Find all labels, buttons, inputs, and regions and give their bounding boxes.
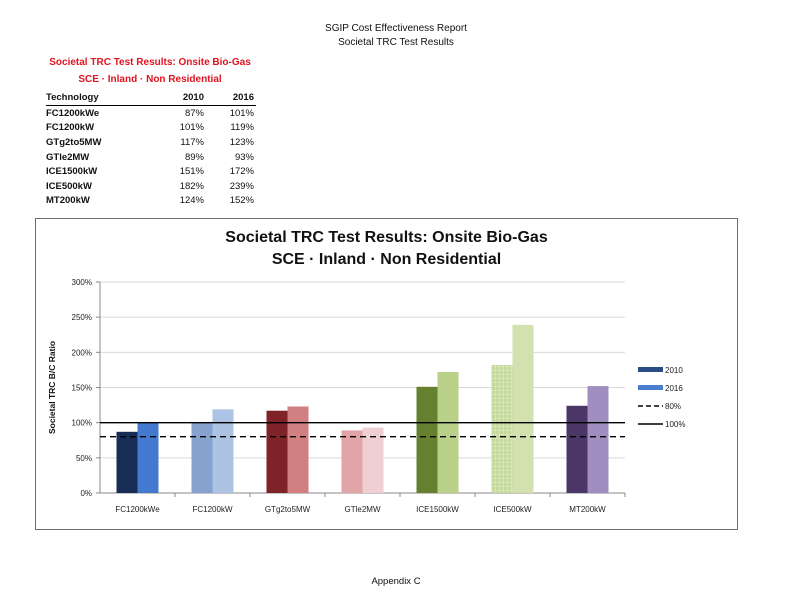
table-row: FC1200kW 101% 119% bbox=[46, 121, 256, 136]
value-2016-cell: 152% bbox=[229, 195, 254, 207]
bar-2010-ICE1500kW bbox=[416, 386, 438, 493]
chart-subtitle: SCE · Inland · Non Residential bbox=[271, 251, 502, 268]
x-category-label: FC1200kW bbox=[192, 505, 232, 514]
table-row: GTle2MW 89% 93% bbox=[46, 150, 256, 165]
col-2010: 2010 bbox=[156, 91, 206, 106]
value-2016-cell: 172% bbox=[229, 166, 254, 178]
legend-label: 80% bbox=[665, 402, 681, 411]
chart-title: Societal TRC Test Results: Onsite Bio-Ga… bbox=[225, 229, 548, 246]
value-2010-cell: 182% bbox=[179, 180, 204, 192]
y-tick-label: 50% bbox=[76, 454, 92, 463]
technology-cell: GTg2to5MW bbox=[46, 136, 102, 148]
table-row: MT200kW 124% 152% bbox=[46, 194, 256, 209]
table-header-row: Technology 2010 2016 bbox=[46, 91, 256, 106]
x-category-label: FC1200kWe bbox=[115, 505, 160, 514]
col-technology: Technology bbox=[46, 91, 156, 106]
bar-2010-MT200kW bbox=[566, 405, 588, 493]
x-category-label: GTg2to5MW bbox=[265, 505, 311, 514]
technology-cell: FC1200kWe bbox=[46, 107, 100, 119]
y-tick-label: 250% bbox=[72, 313, 92, 322]
legend-label: 2010 bbox=[665, 366, 683, 375]
x-category-label: ICE500kW bbox=[493, 505, 532, 514]
value-2010-cell: 117% bbox=[180, 136, 204, 148]
table-subtitle: SCE · Inland · Non Residential bbox=[78, 74, 222, 85]
bar-2016-GTle2MW bbox=[362, 427, 384, 493]
report-subtitle: Societal TRC Test Results bbox=[338, 37, 454, 48]
legend-swatch-2016 bbox=[638, 385, 663, 390]
value-2010-cell: 124% bbox=[179, 195, 204, 207]
value-2010-cell: 101% bbox=[179, 122, 204, 134]
y-tick-label: 100% bbox=[72, 419, 92, 428]
value-2016-cell: 119% bbox=[230, 122, 254, 134]
bar-2016-ICE1500kW bbox=[437, 372, 459, 493]
y-tick-label: 0% bbox=[80, 489, 92, 498]
col-2016: 2016 bbox=[206, 91, 256, 106]
bar-2010-ICE500kW bbox=[491, 364, 513, 493]
bar-2010-GTg2to5MW bbox=[266, 410, 288, 493]
value-2010-cell: 87% bbox=[184, 107, 204, 119]
value-2016-cell: 93% bbox=[234, 151, 254, 163]
table-row: ICE500kW 182% 239% bbox=[46, 179, 256, 194]
bar-2010-FC1200kW bbox=[191, 421, 213, 493]
table-row: FC1200kWe 87% 101% bbox=[46, 106, 256, 121]
chart-container: Societal TRC Test Results: Onsite Bio-Ga… bbox=[35, 218, 738, 530]
table-title: Societal TRC Test Results: Onsite Bio-Ga… bbox=[49, 57, 251, 68]
technology-cell: ICE500kW bbox=[46, 180, 92, 192]
bar-2016-ICE500kW bbox=[512, 324, 534, 493]
table-row: GTg2to5MW 117% 123% bbox=[46, 135, 256, 150]
bar-2016-FC1200kW bbox=[212, 409, 234, 493]
legend-swatch-2010 bbox=[638, 367, 663, 372]
technology-cell: MT200kW bbox=[46, 195, 90, 207]
bar-2010-FC1200kWe bbox=[116, 431, 138, 493]
bar-2016-GTg2to5MW bbox=[287, 406, 309, 493]
legend-label: 100% bbox=[665, 420, 685, 429]
technology-cell: GTle2MW bbox=[46, 151, 90, 163]
y-tick-label: 150% bbox=[72, 384, 92, 393]
y-axis-label: Societal TRC B/C Ratio bbox=[47, 341, 57, 434]
bar-2010-GTle2MW bbox=[341, 430, 363, 493]
results-table: Technology 2010 2016 FC1200kWe 87% 101% FC1… bbox=[46, 91, 256, 208]
table-row: ICE1500kW 151% 172% bbox=[46, 164, 256, 179]
value-2010-cell: 151% bbox=[179, 166, 204, 178]
bar-2016-FC1200kWe bbox=[137, 421, 159, 493]
technology-cell: FC1200kW bbox=[46, 122, 95, 134]
x-category-label: GTle2MW bbox=[345, 505, 381, 514]
x-category-label: ICE1500kW bbox=[416, 505, 459, 514]
value-2010-cell: 89% bbox=[184, 151, 204, 163]
value-2016-cell: 101% bbox=[229, 107, 254, 119]
y-tick-label: 200% bbox=[72, 348, 92, 357]
value-2016-cell: 239% bbox=[229, 180, 254, 192]
y-tick-label: 300% bbox=[72, 278, 92, 287]
technology-cell: ICE1500kW bbox=[46, 166, 98, 178]
value-2016-cell: 123% bbox=[229, 136, 254, 148]
legend-label: 2016 bbox=[665, 384, 683, 393]
bar-chart: 0% 50% 100% 150% 200% 250% 300% Societal TRC B/… bbox=[47, 278, 685, 514]
report-title: SGIP Cost Effectiveness Report bbox=[325, 23, 467, 34]
x-category-label: MT200kW bbox=[569, 505, 606, 514]
page-footer: Appendix C bbox=[371, 576, 421, 587]
bar-2016-MT200kW bbox=[587, 386, 609, 493]
